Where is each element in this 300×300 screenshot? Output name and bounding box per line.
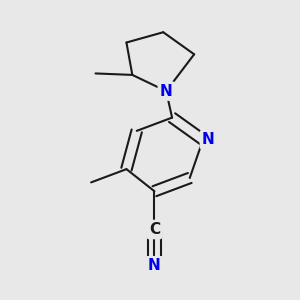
Text: C: C [149, 222, 160, 237]
Text: N: N [148, 258, 161, 273]
Text: N: N [160, 84, 172, 99]
Text: N: N [202, 132, 215, 147]
